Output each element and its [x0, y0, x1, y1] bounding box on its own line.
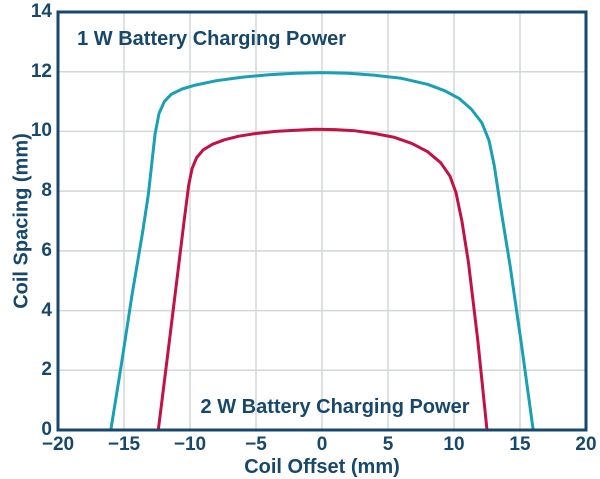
x-tick-label: 5: [382, 434, 394, 455]
x-tick-label: −15: [107, 434, 141, 455]
x-tick-label: 15: [509, 434, 531, 455]
x-tick-label: 20: [575, 434, 597, 455]
y-tick-label: 10: [30, 120, 52, 142]
y-tick-label: 0: [41, 419, 52, 440]
x-tick-label: −20: [41, 434, 75, 455]
y-tick-label: 4: [41, 299, 52, 321]
x-tick-label: −10: [173, 434, 207, 455]
y-tick-label: 6: [41, 239, 52, 261]
x-tick-label: −5: [245, 434, 267, 455]
y-tick-label: 8: [41, 180, 52, 202]
series-label-2w: 2 W Battery Charging Power: [200, 396, 470, 418]
x-tick-label: 10: [443, 434, 465, 455]
series-line-1w: [109, 71, 535, 432]
series-label-1w: 1 W Battery Charging Power: [77, 27, 347, 50]
y-tick-label: 12: [30, 60, 52, 82]
x-axis-title: Coil Offset (mm): [244, 456, 400, 478]
y-tick-label: 2: [41, 359, 52, 381]
y-tick-label: 14: [30, 1, 52, 22]
plot-border: [56, 10, 588, 432]
series-line-2w: [156, 127, 489, 432]
y-axis-title: Coil Spacing (mm): [10, 133, 33, 309]
x-tick-label: 0: [316, 434, 328, 455]
